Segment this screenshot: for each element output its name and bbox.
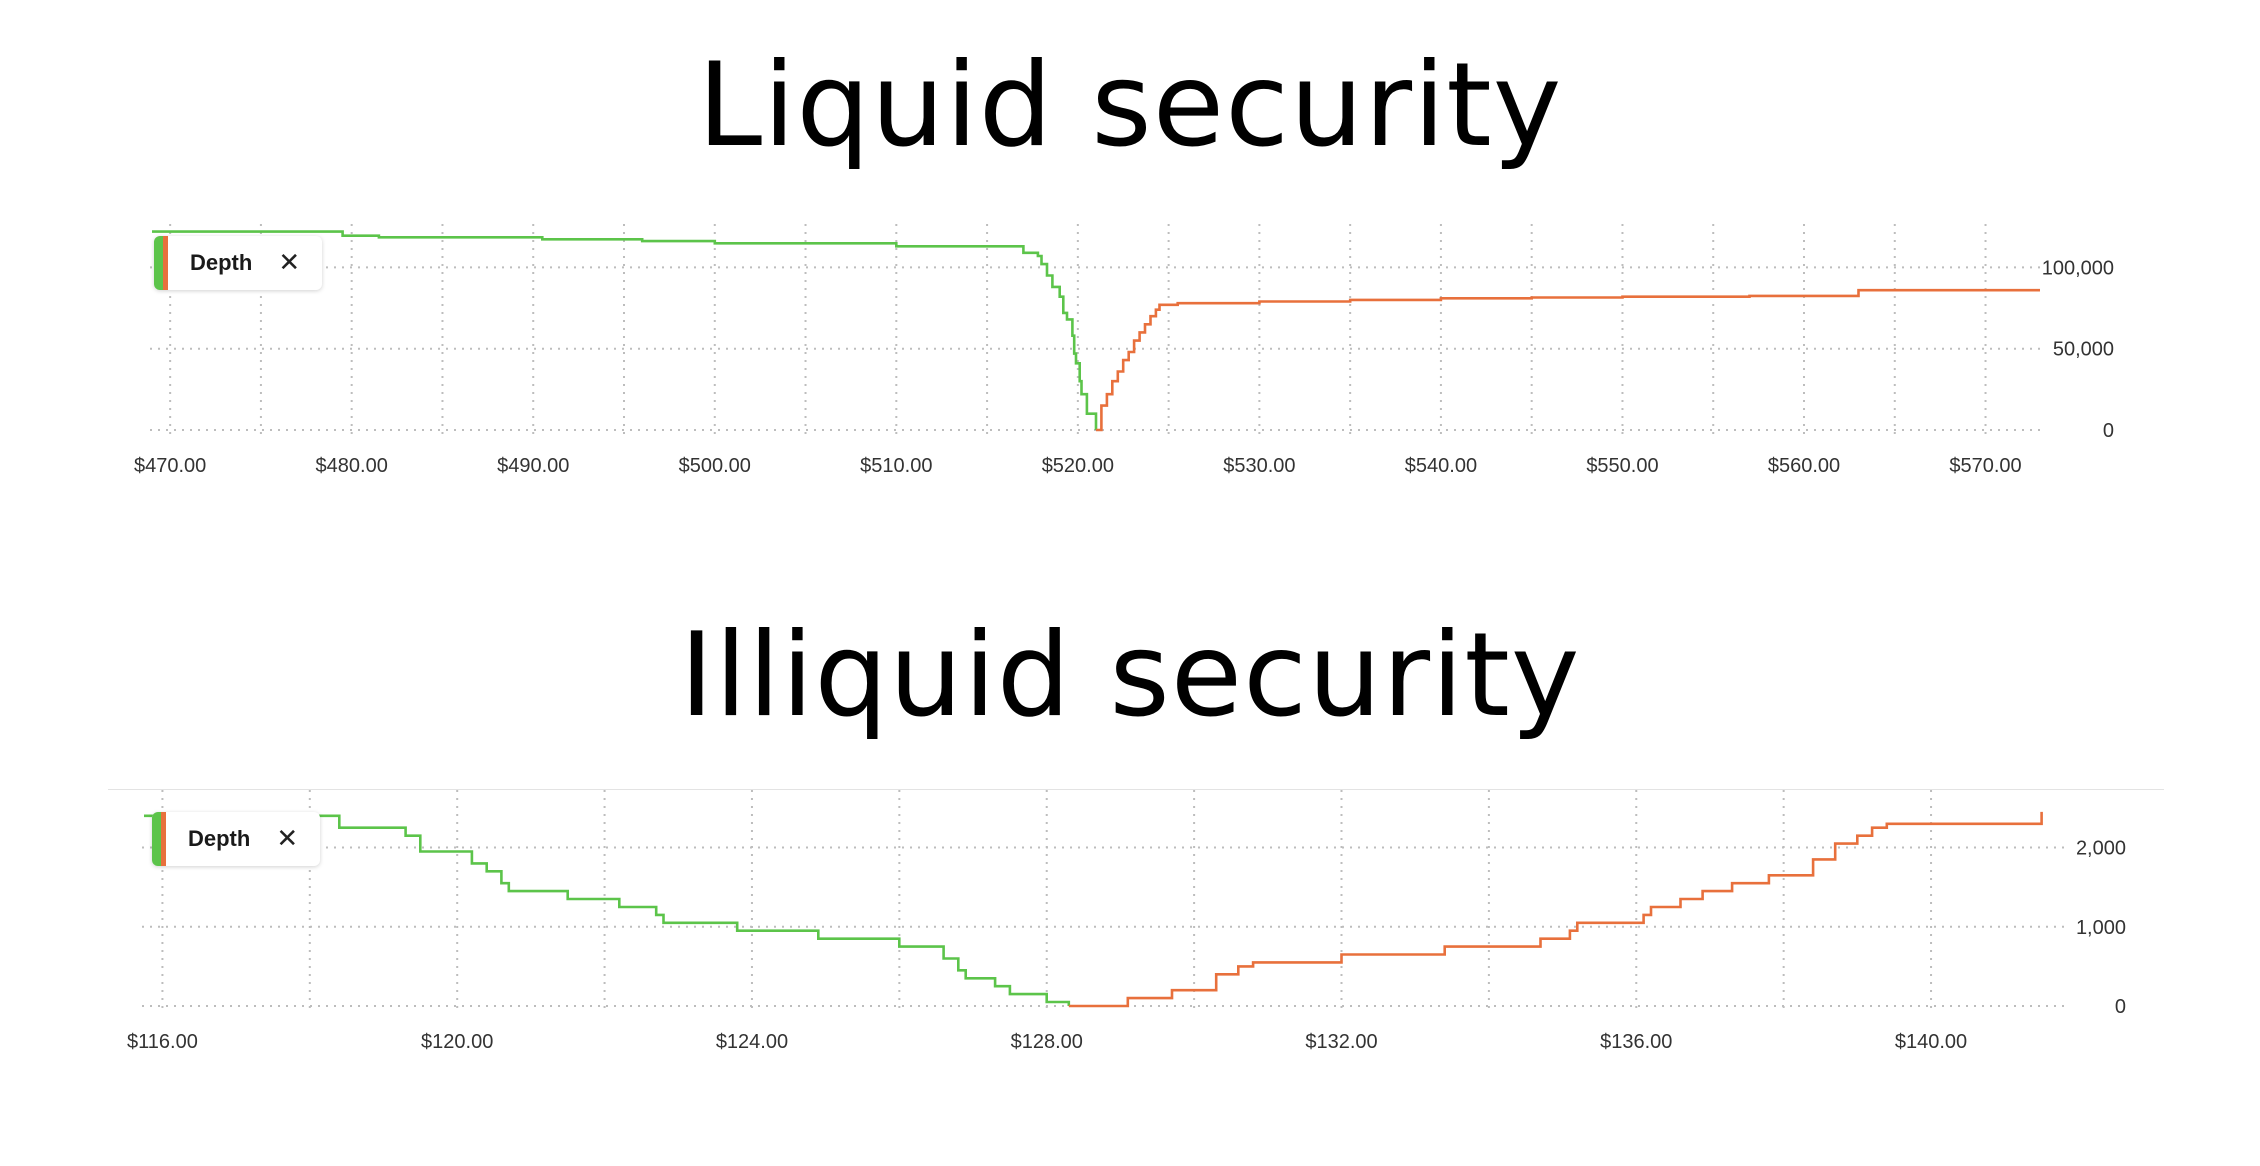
illiquid-asks-depth-line — [1068, 811, 2043, 1008]
close-icon[interactable]: ✕ — [276, 824, 299, 854]
y-tick-label: 0 — [2115, 996, 2126, 1018]
illiquid-bids-depth-line — [144, 814, 1071, 1006]
legend-label: Depth — [188, 826, 251, 851]
liquid-depth-chart: $470.00 $480.00 $490.00 $500.00 $510.00 $520.… — [134, 224, 2114, 477]
x-tick-label: $116.00 — [127, 1031, 198, 1053]
x-tick-label: $550.00 — [1586, 455, 1658, 477]
y-tick-label: 0 — [2103, 420, 2114, 442]
illiquid-depth-legend[interactable]: Depth ✕ — [152, 812, 321, 866]
x-tick-label: $570.00 — [1949, 455, 2021, 477]
chart-top-border — [108, 789, 2164, 790]
legend-label: Depth — [190, 250, 253, 275]
x-tick-label: $510.00 — [860, 455, 932, 477]
x-tick-label: $120.00 — [421, 1031, 493, 1053]
x-tick-label: $470.00 — [134, 455, 206, 477]
x-tick-label: $136.00 — [1600, 1031, 1672, 1053]
illiquid-security-title: Illiquid security — [679, 608, 1581, 743]
close-icon[interactable]: ✕ — [278, 248, 301, 278]
y-tick-label: 2,000 — [2076, 838, 2126, 860]
y-tick-label: 1,000 — [2076, 917, 2126, 939]
y-tick-label: 100,000 — [2042, 257, 2114, 279]
legend-swatch — [152, 812, 166, 866]
x-tick-label: $530.00 — [1223, 455, 1295, 477]
liquid-asks-depth-line — [1096, 288, 2040, 432]
legend-swatch — [154, 236, 168, 290]
x-tick-label: $540.00 — [1405, 455, 1477, 477]
x-tick-label: $520.00 — [1042, 455, 1114, 477]
x-tick-label: $128.00 — [1011, 1031, 1083, 1053]
liquid-depth-legend[interactable]: Depth ✕ — [154, 236, 323, 290]
x-tick-label: $124.00 — [716, 1031, 788, 1053]
liquid-security-title: Liquid security — [697, 38, 1563, 173]
x-tick-label: $480.00 — [316, 455, 388, 477]
x-tick-label: $140.00 — [1895, 1031, 1967, 1053]
x-tick-label: $560.00 — [1768, 455, 1840, 477]
x-tick-label: $132.00 — [1305, 1031, 1377, 1053]
illiquid-depth-chart: $116.00 $120.00 $124.00 $128.00 $132.00 $136.… — [127, 790, 2126, 1053]
liquid-bids-depth-line — [152, 230, 1098, 430]
x-tick-label: $500.00 — [679, 455, 751, 477]
y-tick-label: 50,000 — [2053, 339, 2114, 361]
x-tick-label: $490.00 — [497, 455, 569, 477]
